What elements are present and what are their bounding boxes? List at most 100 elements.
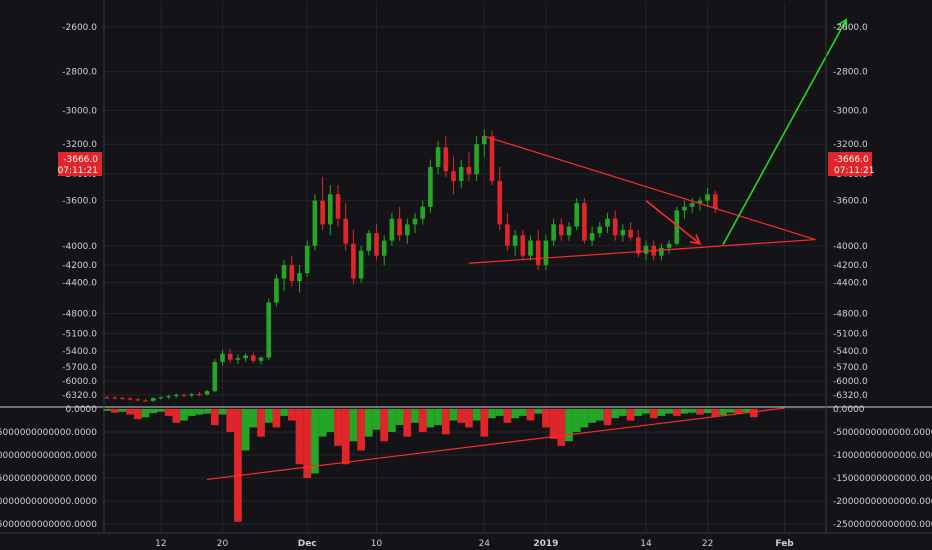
candle bbox=[659, 243, 664, 261]
indicator-bar bbox=[357, 409, 365, 451]
candle-body bbox=[674, 210, 680, 244]
candle bbox=[335, 185, 341, 227]
indicator-bars bbox=[103, 409, 758, 522]
triangle-upper-line bbox=[484, 135, 816, 241]
time-tick: 22 bbox=[702, 539, 713, 549]
candle bbox=[574, 198, 579, 230]
candle-body bbox=[682, 206, 687, 211]
indicator-bar bbox=[403, 409, 412, 437]
candle bbox=[435, 140, 441, 175]
candle bbox=[366, 229, 372, 256]
candle-body bbox=[174, 394, 179, 397]
indicator-bar bbox=[457, 409, 466, 423]
indicator-bar bbox=[742, 409, 750, 413]
candle-body bbox=[636, 237, 641, 254]
indicator-bar bbox=[657, 409, 666, 416]
price-tick-right: -6000.0 bbox=[833, 377, 868, 387]
candle-body bbox=[312, 200, 318, 246]
candle bbox=[482, 129, 487, 157]
price-tick-left: -3000.0 bbox=[62, 106, 97, 116]
indicator-bar bbox=[611, 409, 620, 419]
indicator-bar bbox=[103, 409, 111, 411]
time-tick: Dec bbox=[298, 539, 317, 549]
time-tick: 2019 bbox=[533, 539, 558, 549]
indicator-bar bbox=[688, 409, 697, 413]
candle bbox=[297, 265, 302, 293]
indicator-trend-line bbox=[207, 407, 785, 481]
price-tick-left: -2800.0 bbox=[62, 68, 97, 78]
indicator-bar bbox=[280, 409, 288, 416]
indicator-bar bbox=[210, 409, 219, 426]
indicator-bar bbox=[511, 409, 519, 419]
candle bbox=[181, 393, 187, 397]
indicator-bar bbox=[311, 409, 319, 474]
candle bbox=[389, 212, 395, 246]
candle bbox=[189, 392, 194, 398]
candle-body bbox=[420, 206, 425, 219]
price-tick-left: -4000.0 bbox=[62, 242, 97, 252]
indicator-bar bbox=[180, 409, 188, 421]
candle-body bbox=[251, 355, 256, 361]
candle-body bbox=[243, 355, 248, 359]
indicator-bar bbox=[749, 409, 758, 418]
candle bbox=[220, 349, 225, 366]
indicator-bar bbox=[241, 409, 250, 451]
candle bbox=[597, 222, 603, 238]
last-price-badge-right: -3666.0 07:11:21 bbox=[828, 152, 874, 176]
candle-body bbox=[289, 265, 295, 281]
candle-body bbox=[458, 166, 464, 181]
indicator-bar bbox=[542, 409, 550, 428]
candle-body bbox=[351, 243, 356, 279]
candle bbox=[374, 224, 379, 261]
indicator-bar bbox=[480, 409, 489, 437]
candle-body bbox=[443, 147, 449, 172]
candle bbox=[258, 356, 264, 365]
candle-body bbox=[412, 218, 418, 225]
indicator-bar bbox=[472, 409, 481, 421]
candle-body bbox=[713, 194, 718, 209]
candle-body bbox=[166, 396, 171, 398]
time-tick: 20 bbox=[217, 539, 229, 549]
candle bbox=[120, 396, 125, 400]
indicator-tick-left: -15000000000000.0000 bbox=[0, 474, 97, 484]
indicator-bar bbox=[719, 409, 727, 415]
triangle-lower-line bbox=[468, 238, 816, 264]
candle-body bbox=[150, 398, 156, 401]
candle-body bbox=[620, 229, 626, 236]
indicator-bar bbox=[634, 409, 643, 416]
candle-body bbox=[497, 180, 502, 225]
indicator-bar bbox=[411, 409, 419, 423]
down-arrow-head bbox=[689, 234, 702, 245]
indicator-bar bbox=[118, 409, 127, 412]
candle bbox=[605, 212, 610, 234]
candle bbox=[197, 392, 202, 397]
candle bbox=[512, 229, 518, 256]
indicator-bar bbox=[672, 409, 681, 416]
candle-body bbox=[505, 224, 510, 246]
candle-body bbox=[358, 250, 364, 279]
price-tick-right: -3600.0 bbox=[833, 197, 868, 207]
indicator-bar bbox=[372, 409, 381, 430]
last-price-label-right: -3666.0 bbox=[834, 155, 869, 165]
candle-body bbox=[366, 233, 372, 251]
candle bbox=[251, 352, 256, 363]
candle-body bbox=[451, 171, 456, 181]
indicator-bar bbox=[149, 409, 158, 414]
candle-body bbox=[659, 247, 664, 256]
time-tick: 14 bbox=[640, 539, 652, 549]
candle bbox=[143, 398, 148, 402]
price-tick-right: -2600.0 bbox=[833, 23, 868, 33]
time-tick: 12 bbox=[155, 539, 166, 549]
candle bbox=[582, 198, 587, 244]
candle-body bbox=[397, 218, 402, 236]
indicator-bar bbox=[326, 409, 335, 433]
candle bbox=[405, 218, 410, 244]
time-tick: 10 bbox=[371, 539, 383, 549]
candle-body bbox=[127, 398, 133, 400]
candle bbox=[443, 136, 449, 177]
price-candles bbox=[104, 129, 718, 402]
candle-body bbox=[612, 218, 618, 236]
indicator-bar bbox=[680, 409, 689, 414]
candle bbox=[589, 226, 595, 246]
indicator-bar bbox=[126, 409, 134, 415]
